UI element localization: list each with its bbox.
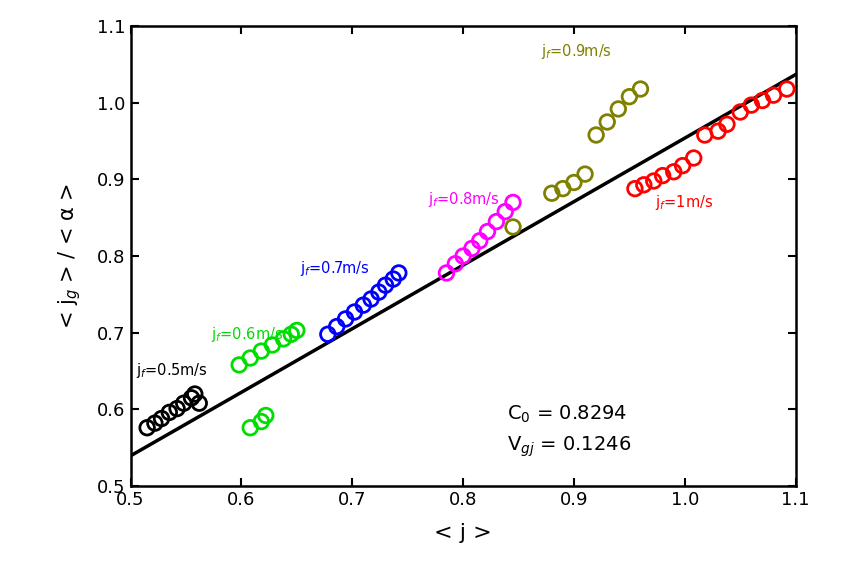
Point [379,281,392,290]
Point [676,161,690,171]
Point [634,84,647,94]
Point [637,180,651,190]
Point [744,101,758,110]
Point [490,217,504,226]
X-axis label: < j >: < j > [434,523,492,543]
Point [667,167,680,176]
Point [628,184,642,193]
Point [357,300,370,310]
Point [506,198,520,207]
Point [254,417,268,426]
Point [141,423,154,432]
Point [473,236,487,246]
Point [506,222,520,232]
Point [767,90,781,100]
Text: j$_f$=0.9m/s: j$_f$=0.9m/s [541,42,611,61]
Point [481,227,494,236]
Point [578,169,592,179]
Point [155,414,168,423]
Point [449,259,462,268]
Point [372,288,386,297]
Point [780,84,793,94]
Point [623,92,637,101]
Text: j$_f$=0.5m/s: j$_f$=0.5m/s [136,361,207,380]
Point [720,120,733,129]
Point [148,418,162,428]
Text: j$_f$=1m/s: j$_f$=1m/s [655,193,713,212]
Point [243,423,257,432]
Point [545,189,558,198]
Point [338,314,352,324]
Point [188,389,201,399]
Point [232,360,246,370]
Point [193,399,206,408]
Point [687,153,701,162]
Text: j$_f$=0.6m/s: j$_f$=0.6m/s [211,325,284,344]
Text: j$_f$=0.7m/s: j$_f$=0.7m/s [300,258,370,278]
Point [290,326,304,335]
Point [656,171,669,180]
Point [254,346,268,356]
Point [392,268,406,278]
Point [184,393,198,403]
Text: C$_0$ = 0.8294: C$_0$ = 0.8294 [508,403,627,425]
Point [733,107,747,116]
Text: j$_f$=0.8m/s: j$_f$=0.8m/s [428,190,499,208]
Point [647,176,660,186]
Point [557,184,570,193]
Text: V$_{gj}$ = 0.1246: V$_{gj}$ = 0.1246 [508,435,632,459]
Point [498,207,512,217]
Point [266,340,280,350]
Point [698,130,711,140]
Point [568,178,581,187]
Point [330,322,344,331]
Point [756,96,770,105]
Point [589,130,603,140]
Point [456,251,470,261]
Point [177,399,190,408]
Point [600,118,614,127]
Point [285,329,298,339]
Y-axis label: < j$_g$ > / < α >: < j$_g$ > / < α > [56,183,83,329]
Point [170,404,184,413]
Point [348,307,361,317]
Point [711,126,725,136]
Point [365,294,378,304]
Point [259,411,273,420]
Point [277,334,290,343]
Point [611,104,625,113]
Point [163,408,176,417]
Point [440,268,453,278]
Point [321,329,334,339]
Point [243,353,257,363]
Point [386,274,400,283]
Point [466,244,479,253]
